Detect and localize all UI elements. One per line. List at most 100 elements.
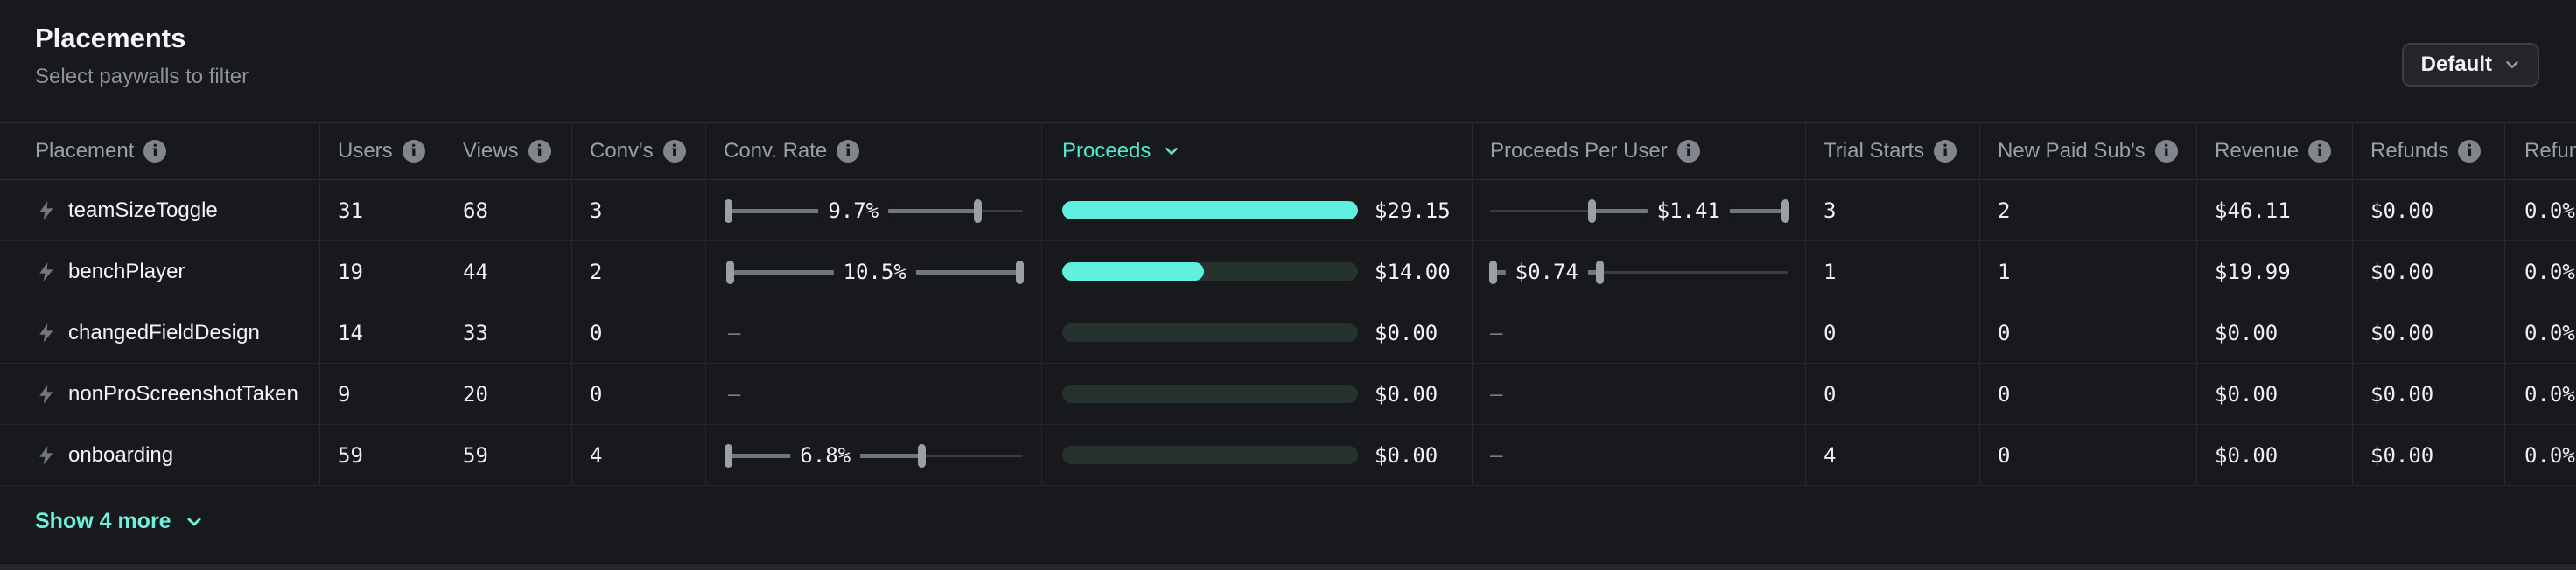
cell-value: 4 [590,442,603,468]
range-handle [918,443,927,468]
info-icon[interactable]: i [402,140,425,163]
table-row[interactable]: teamSizeToggle 31 68 3 9.7% $29.15 $1.41 3 2 $46.… [0,180,2576,241]
cell-new_paid_subs: 1 [1979,241,2196,302]
range-value-label: 9.7% [818,198,889,223]
table-row[interactable]: nonProScreenshotTaken 9 20 0 – $0.00 – 0 0 $0.00 $… [0,364,2576,425]
info-icon[interactable]: i [2458,140,2482,163]
column-header-refund_rate[interactable]: Refund Rate [2504,123,2576,180]
placement-name: onboarding [68,442,174,467]
range-value-label: 10.5% [833,259,916,284]
column-header-proceeds_per_user[interactable]: Proceeds Per User i [1472,123,1805,180]
column-header-placement[interactable]: Placement i [0,123,319,180]
column-header-label: Trial Starts [1824,139,1925,163]
column-header-label-wrap: Conv's i [590,139,686,163]
cell-value: 33 [463,320,488,345]
show-more-button[interactable]: Show 4 more [35,509,205,534]
placement-name: benchPlayer [68,259,186,283]
cell-views: 33 [444,302,571,364]
cell-value: $0.00 [2215,320,2278,345]
info-icon[interactable]: i [662,140,686,163]
cell-placement[interactable]: nonProScreenshotTaken [0,364,319,425]
cell-value: 44 [463,259,488,284]
cell-proceeds: $29.15 [1041,180,1472,241]
cell-value: 9 [338,381,351,407]
column-header-convs[interactable]: Conv's i [571,123,705,180]
empty-value-dash: – [1490,381,1503,407]
range-handle [725,260,734,284]
cell-refund_rate: 0.0% [2504,364,2576,425]
proceeds-value-label: $0.00 [1375,381,1438,407]
table-row[interactable]: onboarding 59 59 4 6.8% $0.00 – 4 0 $0.00 $0.00 0.0… [0,425,2576,486]
range-value-label: $1.41 [1647,198,1730,223]
cell-users: 31 [319,180,444,241]
cell-value: 0 [1998,442,2011,468]
cell-value: $0.00 [2370,198,2434,223]
proceeds-value-label: $14.00 [1375,259,1451,284]
cell-users: 59 [319,425,444,486]
cell-value: 3 [590,198,603,223]
table-row[interactable]: changedFieldDesign 14 33 0 – $0.00 – 0 0 $0.00 $0.… [0,302,2576,364]
cell-views: 68 [444,180,571,241]
proceeds-bar: $0.00 [1062,382,1438,407]
range-indicator: 9.7% [724,180,1023,240]
range-indicator: $1.41 [1490,180,1789,240]
cell-value: 1 [1824,259,1837,284]
info-icon[interactable]: i [2308,140,2332,163]
column-header-refunds[interactable]: Refunds i [2352,123,2504,180]
column-header-label: Conv's [590,139,654,163]
cell-conv_rate: 10.5% [705,241,1041,302]
placement-name: changedFieldDesign [68,320,260,344]
column-header-proceeds[interactable]: Proceeds [1041,123,1472,180]
cell-convs: 0 [571,302,705,364]
range-handle [1596,260,1605,284]
column-header-views[interactable]: Views i [444,123,571,180]
cell-trial_starts: 4 [1805,425,1979,486]
cell-value: 2 [590,259,603,284]
column-header-label: Users [338,139,393,163]
range-track [1490,270,1788,274]
preset-button-label: Default [2420,52,2492,76]
column-header-label: New Paid Sub's [1998,139,2146,163]
info-icon[interactable]: i [836,140,860,163]
cell-value: $0.00 [2215,381,2278,407]
cell-trial_starts: 1 [1805,241,1979,302]
range-handle [1015,260,1024,284]
column-header-conv_rate[interactable]: Conv. Rate i [705,123,1041,180]
cell-value: 68 [463,198,488,223]
column-header-users[interactable]: Users i [319,123,444,180]
chevron-down-icon [2506,61,2518,68]
cell-proceeds_per_user: $0.74 [1472,241,1805,302]
range-handle [1587,198,1596,223]
range-value-label: $0.74 [1505,259,1588,284]
placements-table: Placement i Users i Views i Conv's i Conv. Rate i… [0,122,2576,486]
cell-revenue: $0.00 [2196,425,2352,486]
info-icon[interactable]: i [2154,140,2178,163]
cell-conv_rate: – [705,364,1041,425]
cell-placement[interactable]: changedFieldDesign [0,302,319,364]
column-header-label-wrap: Proceeds Per User i [1490,139,1700,163]
cell-conv_rate: 9.7% [705,180,1041,241]
column-header-revenue[interactable]: Revenue i [2196,123,2352,180]
info-icon[interactable]: i [1934,140,1957,163]
cell-trial_starts: 3 [1805,180,1979,241]
column-header-label-wrap: New Paid Sub's i [1998,139,2178,163]
cell-value: $0.00 [2370,259,2434,284]
column-header-label-wrap: Refunds i [2370,139,2482,163]
column-header-trial_starts[interactable]: Trial Starts i [1805,123,1979,180]
lightning-icon [39,445,53,465]
cell-refunds: $0.00 [2352,364,2504,425]
cell-new_paid_subs: 0 [1979,425,2196,486]
default-preset-button[interactable]: Default [2401,43,2539,87]
cell-placement[interactable]: onboarding [0,425,319,486]
table-row[interactable]: benchPlayer 19 44 2 10.5% $14.00 $0.74 1 1 $19.99… [0,241,2576,302]
cell-placement[interactable]: teamSizeToggle [0,180,319,241]
proceeds-bar-track [1062,385,1358,403]
cell-conv_rate: 6.8% [705,425,1041,486]
range-interval: 6.8% [724,425,927,485]
info-icon[interactable]: i [144,140,167,163]
info-icon[interactable]: i [1676,140,1700,163]
column-header-new_paid_subs[interactable]: New Paid Sub's i [1979,123,2196,180]
range-interval: 9.7% [724,180,983,240]
cell-placement[interactable]: benchPlayer [0,241,319,302]
info-icon[interactable]: i [528,140,551,163]
